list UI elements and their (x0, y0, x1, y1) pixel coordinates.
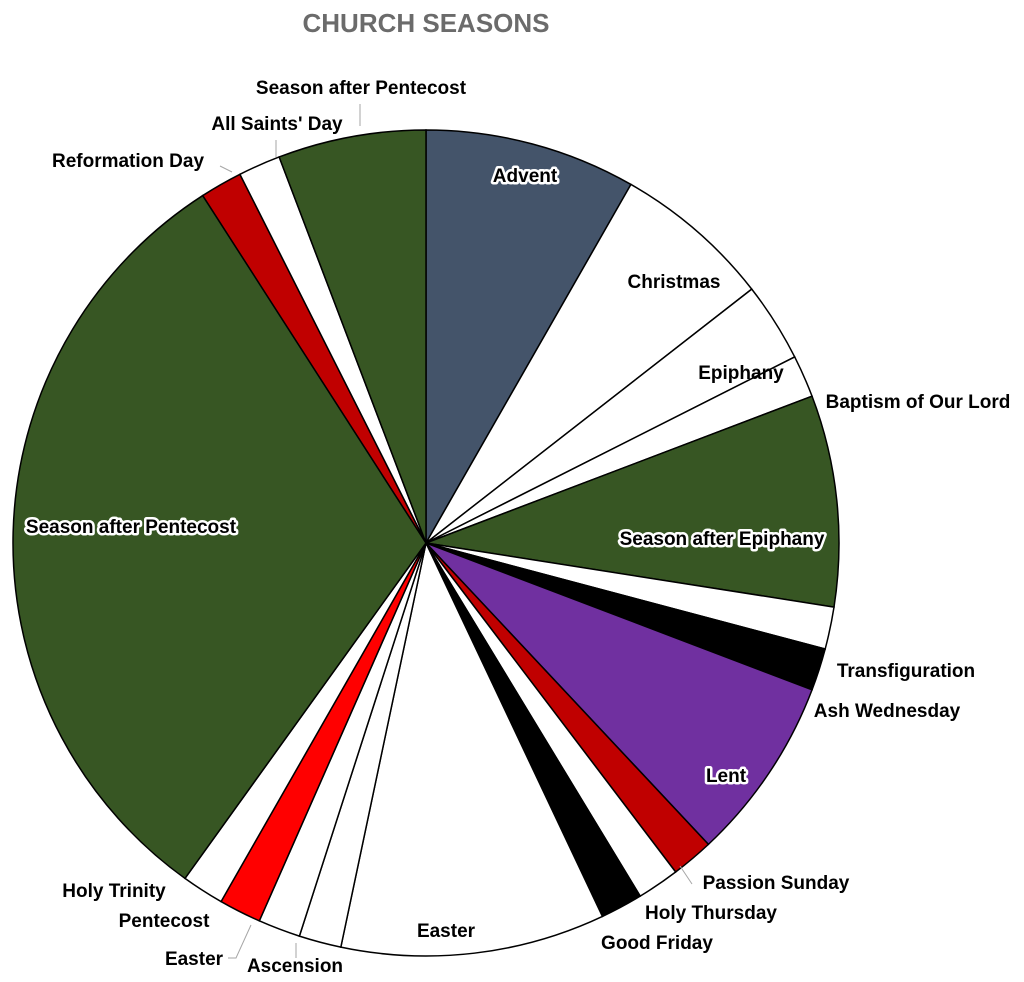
slice-label-10: Holy Thursday (645, 903, 777, 924)
pie-slice-12 (339, 540, 604, 957)
slice-label-2: Christmas (628, 272, 721, 293)
leader-line-9 (679, 865, 693, 885)
slice-label-1: Advent (493, 166, 558, 187)
slice-label-11: Good Friday (601, 933, 713, 954)
pie-slice-17 (12, 194, 427, 880)
pie-slice-20 (278, 129, 427, 544)
slice-label-5: Season after Epiphany (620, 529, 825, 550)
slice-label-19: All Saints' Day (211, 114, 343, 135)
pie-slice-5 (423, 395, 840, 608)
slice-label-12: Easter (417, 921, 476, 942)
pie-slice-2 (425, 183, 753, 544)
slice-label-9: Passion Sunday (703, 873, 850, 894)
slice-label-16: Holy Trinity (62, 881, 166, 902)
slice-label-17: Season after Pentecost (26, 517, 237, 538)
leader-lines (219, 104, 693, 959)
leader-line-14 (228, 924, 252, 959)
slice-label-3: Epiphany (698, 363, 784, 384)
pie-slice-8 (425, 542, 813, 846)
slice-label-20: Season after Pentecost (256, 78, 467, 99)
leader-line-18 (219, 165, 233, 173)
slice-label-18: Reformation Day (52, 151, 204, 172)
slice-label-15: Pentecost (119, 911, 210, 932)
slice-label-6: Transfiguration (837, 661, 975, 682)
slice-label-7: Ash Wednesday (814, 701, 961, 722)
pie-slices (12, 129, 840, 957)
slice-label-13: Ascension (247, 956, 343, 977)
slice-labels: Advent Christmas Epiphany Baptism of Our Lo… (23, 78, 1011, 977)
pie-slice-1 (425, 129, 632, 546)
chart-title: CHURCH SEASONS (302, 8, 549, 38)
slice-label-14: Easter (165, 949, 224, 970)
slice-label-4: Baptism of Our Lord (826, 392, 1011, 413)
slice-label-8: Lent (706, 766, 747, 787)
